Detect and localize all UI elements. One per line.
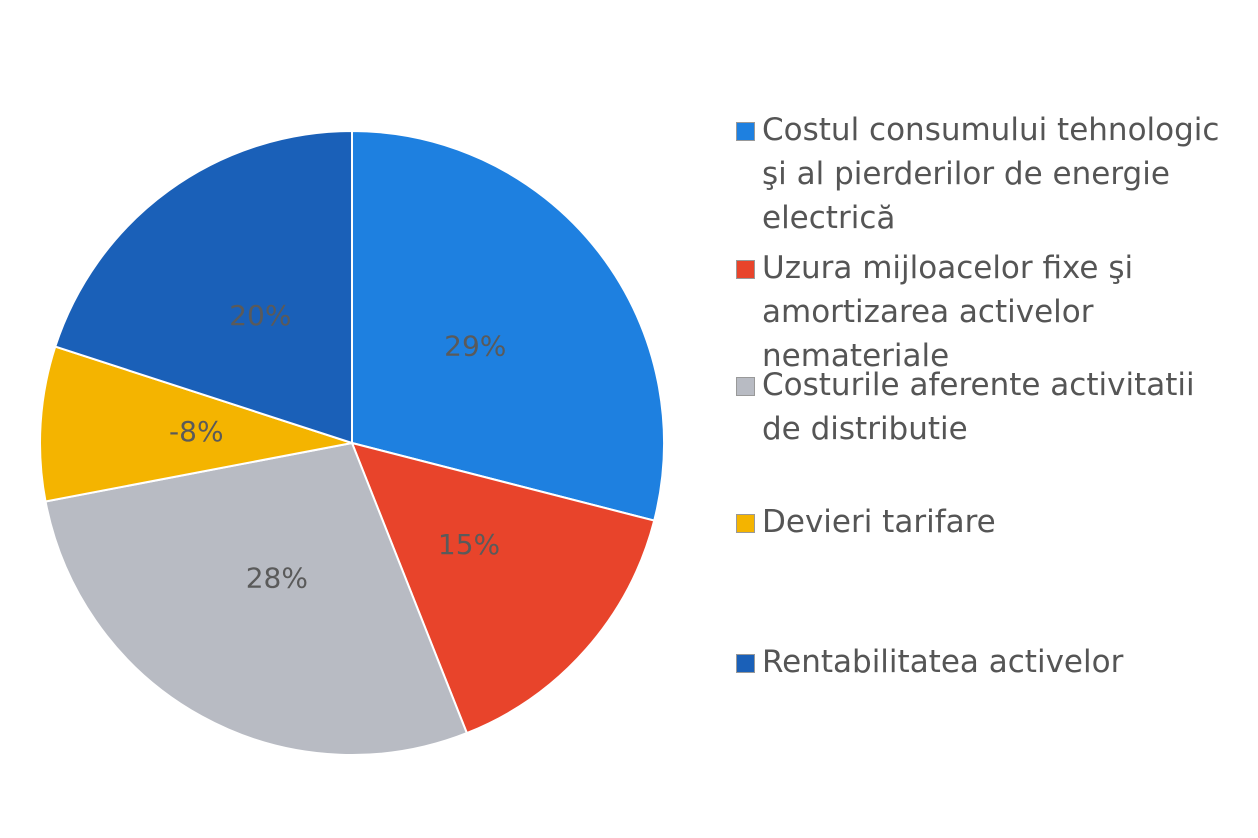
legend-label: Costul consumului tehnologic şi al pierd… <box>762 112 1220 236</box>
pie-slice <box>350 441 656 735</box>
legend-swatch <box>736 654 755 673</box>
legend-label: Uzura mijloacelor fixe şi amortizarea ac… <box>762 250 1134 374</box>
data-label: 20% <box>229 299 291 332</box>
legend-item: Devieri tarifare <box>732 500 1242 544</box>
legend-item: Rentabilitatea activelor <box>732 640 1242 684</box>
legend-swatch <box>736 377 755 396</box>
legend-label: Rentabilitatea activelor <box>762 644 1124 680</box>
legend-swatch <box>736 122 755 141</box>
pie-slice <box>54 129 353 445</box>
legend-label: Costurile aferente activitatii de distri… <box>762 367 1195 447</box>
data-label: -8% <box>169 415 224 448</box>
legend-label: Devieri tarifare <box>762 504 996 540</box>
legend-item: Uzura mijloacelor fixe şi amortizarea ac… <box>732 246 1242 378</box>
data-label: 29% <box>444 329 506 362</box>
legend-swatch <box>736 260 755 279</box>
pie-slice <box>39 345 353 503</box>
pie-slice <box>44 441 469 756</box>
legend-item: Costurile aferente activitatii de distri… <box>732 363 1242 451</box>
data-label: 28% <box>246 562 308 595</box>
data-label: 15% <box>438 528 500 561</box>
legend-item: Costul consumului tehnologic şi al pierd… <box>732 108 1242 240</box>
legend-swatch <box>736 514 755 533</box>
pie-slice <box>351 129 665 522</box>
